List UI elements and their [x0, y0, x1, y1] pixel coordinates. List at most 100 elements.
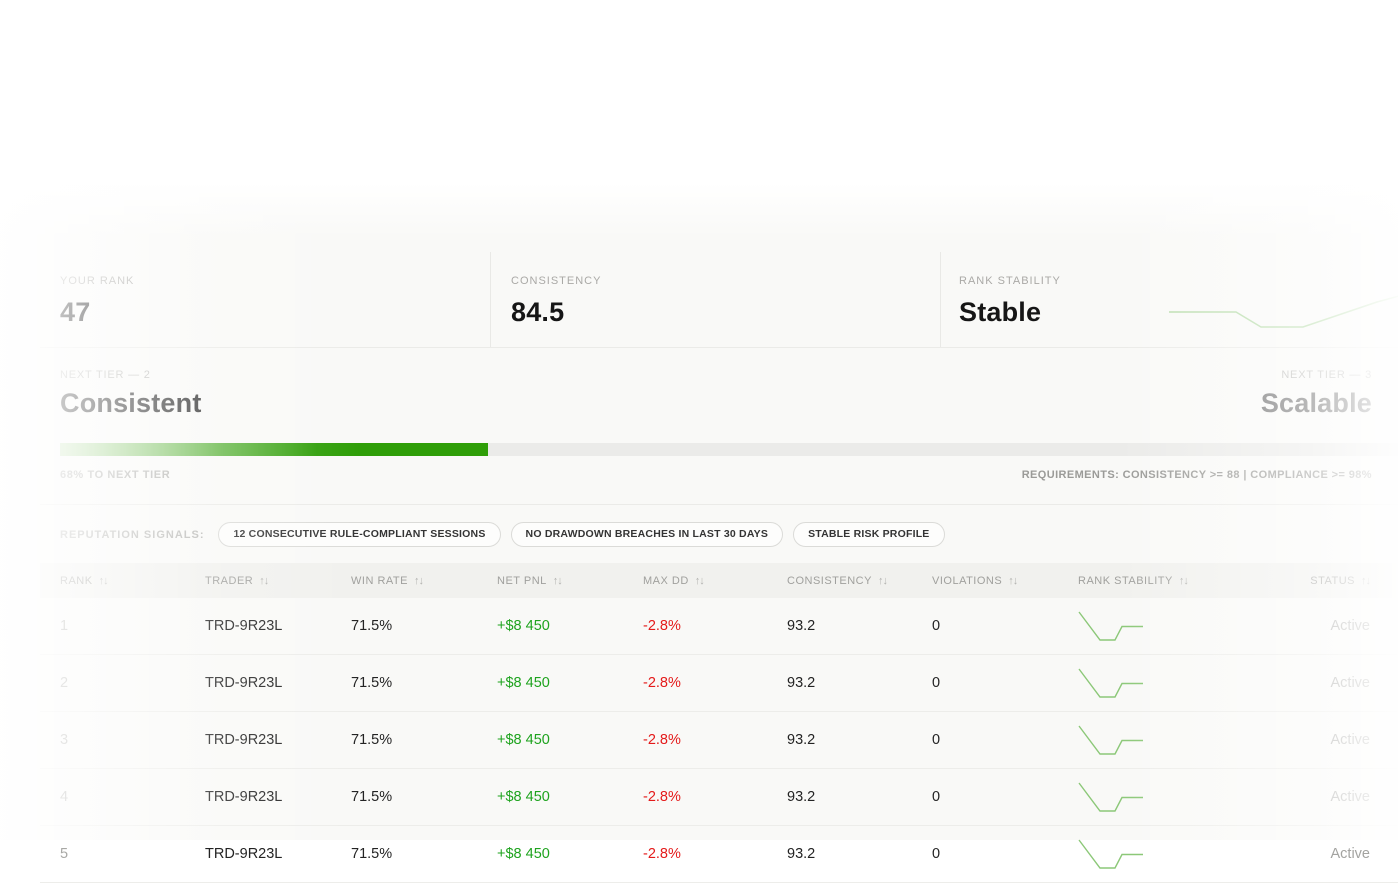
cell-max-dd: -2.8%	[643, 732, 681, 748]
cell-rank-stability	[1058, 724, 1280, 757]
row-stability-sparkline-icon	[1078, 668, 1143, 698]
cell-max-dd: -2.8%	[643, 846, 681, 862]
cell-rank-stability	[1058, 610, 1280, 643]
sort-icon[interactable]: ↑↓	[877, 574, 888, 587]
tier-progress-caption: 68% TO NEXT TIER	[60, 469, 171, 481]
current-tier-label: NEXT TIER — 2	[60, 369, 151, 381]
column-header-violations[interactable]: VIOLATIONS ↑↓	[932, 574, 1018, 587]
stat-consistency: CONSISTENCY 84.5	[490, 252, 940, 347]
cell-trader: TRD-9R23L	[205, 675, 283, 691]
cell-rank: 5	[60, 846, 69, 862]
cell-consistency: 93.2	[787, 732, 816, 748]
table-row[interactable]: 1 TRD-9R23L 71.5% +$8 450 -2.8% 93.2 0 A…	[40, 598, 1398, 655]
column-header-max-dd[interactable]: MAX DD ↑↓	[643, 574, 705, 587]
sort-icon[interactable]: ↑↓	[259, 574, 269, 587]
column-header-win-rate[interactable]: WIN RATE ↑↓	[351, 574, 424, 587]
cell-trader: TRD-9R23L	[205, 789, 283, 805]
sort-icon[interactable]: ↑↓	[413, 574, 424, 587]
table-header: RANK ↑↓ TRADER ↑↓ WIN RATE ↑↓ NET PNL ↑↓ MAX…	[40, 563, 1398, 598]
row-stability-sparkline-icon	[1078, 725, 1143, 755]
signal-chip: NO DRAWDOWN BREACHES IN LAST 30 DAYS	[510, 522, 784, 547]
tier-progress-bar	[60, 443, 1398, 456]
cell-trader: TRD-9R23L	[205, 732, 283, 748]
cell-max-dd: -2.8%	[643, 789, 681, 805]
cell-rank-stability	[1058, 667, 1280, 700]
cell-violations: 0	[932, 675, 941, 691]
current-tier-name: Consistent	[60, 388, 202, 418]
rank-stability-sparkline-icon	[1169, 295, 1398, 328]
cell-violations: 0	[932, 846, 941, 862]
cell-trader: TRD-9R23L	[205, 846, 283, 862]
next-tier-label: NEXT TIER — 3	[1281, 369, 1372, 381]
rank-stability-value: Stable	[959, 297, 1042, 327]
signal-chip: 12 CONSECUTIVE RULE-COMPLIANT SESSIONS	[218, 522, 501, 547]
cell-net-pnl: +$8 450	[497, 618, 550, 634]
row-stability-sparkline-icon	[1078, 611, 1143, 641]
column-header-consistency[interactable]: CONSISTENCY ↑↓	[787, 574, 888, 587]
sort-icon[interactable]: ↑↓	[694, 574, 705, 587]
cell-win-rate: 71.5%	[351, 789, 393, 805]
cell-rank: 3	[60, 732, 69, 748]
cell-win-rate: 71.5%	[351, 846, 393, 862]
cell-net-pnl: +$8 450	[497, 675, 550, 691]
sort-icon[interactable]: ↑↓	[1178, 574, 1189, 587]
cell-rank: 2	[60, 675, 69, 691]
cell-status: Active	[1330, 618, 1371, 634]
table-row[interactable]: 5 TRD-9R23L 71.5% +$8 450 -2.8% 93.2 0 A…	[40, 826, 1398, 883]
cell-violations: 0	[932, 732, 941, 748]
cell-rank: 1	[60, 618, 69, 634]
cell-status: Active	[1330, 732, 1371, 748]
cell-rank-stability	[1058, 838, 1280, 871]
next-tier-name: Scalable	[1260, 388, 1372, 418]
table-body: 1 TRD-9R23L 71.5% +$8 450 -2.8% 93.2 0 A…	[40, 598, 1398, 883]
tier-requirements: REQUIREMENTS: CONSISTENCY >= 88 | COMPLI…	[1021, 469, 1372, 481]
cell-trader: TRD-9R23L	[205, 618, 283, 634]
column-header-net-pnl[interactable]: NET PNL ↑↓	[497, 574, 563, 587]
column-header-rank-stability[interactable]: RANK STABILITY ↑↓	[1078, 574, 1189, 587]
stat-label: RANK STABILITY	[959, 275, 1061, 287]
stat-label: YOUR RANK	[60, 275, 135, 287]
leaderboard-panel: YOUR RANK 47 CONSISTENCY 84.5 RANK STABI…	[0, 183, 1398, 883]
cell-win-rate: 71.5%	[351, 618, 393, 634]
sort-icon[interactable]: ↑↓	[1361, 574, 1371, 587]
stat-rank-stability: RANK STABILITY Stable	[940, 252, 1398, 347]
stat-your-rank: YOUR RANK 47	[40, 252, 490, 347]
cell-max-dd: -2.8%	[643, 675, 681, 691]
cell-status: Active	[1330, 846, 1371, 862]
cell-consistency: 93.2	[787, 675, 816, 691]
consistency-value: 84.5	[511, 297, 565, 327]
cell-rank: 4	[60, 789, 69, 805]
cell-net-pnl: +$8 450	[497, 789, 550, 805]
reputation-signals-row: REPUTATION SIGNALS: 12 CONSECUTIVE RULE-…	[40, 506, 1398, 563]
cell-net-pnl: +$8 450	[497, 732, 550, 748]
signal-chip: STABLE RISK PROFILE	[793, 522, 945, 547]
stats-row: YOUR RANK 47 CONSISTENCY 84.5 RANK STABI…	[40, 252, 1398, 348]
column-header-trader[interactable]: TRADER ↑↓	[205, 574, 269, 587]
stat-label: CONSISTENCY	[511, 275, 602, 287]
sort-icon[interactable]: ↑↓	[552, 574, 563, 587]
row-stability-sparkline-icon	[1078, 782, 1143, 812]
cell-status: Active	[1330, 789, 1371, 805]
sort-icon[interactable]: ↑↓	[1008, 574, 1018, 587]
cell-win-rate: 71.5%	[351, 732, 393, 748]
cell-rank-stability	[1058, 781, 1280, 814]
table-row[interactable]: 2 TRD-9R23L 71.5% +$8 450 -2.8% 93.2 0 A…	[40, 655, 1398, 712]
cell-consistency: 93.2	[787, 846, 816, 862]
cell-max-dd: -2.8%	[643, 618, 681, 634]
tier-progress-fill	[60, 443, 489, 456]
column-header-rank[interactable]: RANK ↑↓	[60, 574, 109, 587]
cell-consistency: 93.2	[787, 618, 816, 634]
your-rank-value: 47	[60, 297, 91, 327]
cell-net-pnl: +$8 450	[497, 846, 550, 862]
column-header-status[interactable]: STATUS ↑↓	[1310, 574, 1371, 587]
sort-icon[interactable]: ↑↓	[98, 574, 109, 587]
table-row[interactable]: 3 TRD-9R23L 71.5% +$8 450 -2.8% 93.2 0 A…	[40, 712, 1398, 769]
cell-consistency: 93.2	[787, 789, 816, 805]
row-stability-sparkline-icon	[1078, 839, 1143, 869]
tier-progress-section: NEXT TIER — 2 NEXT TIER — 3 Consistent S…	[40, 347, 1398, 505]
cell-violations: 0	[932, 618, 941, 634]
reputation-signals-label: REPUTATION SIGNALS:	[60, 528, 205, 541]
cell-win-rate: 71.5%	[351, 675, 393, 691]
cell-violations: 0	[932, 789, 941, 805]
table-row[interactable]: 4 TRD-9R23L 71.5% +$8 450 -2.8% 93.2 0 A…	[40, 769, 1398, 826]
